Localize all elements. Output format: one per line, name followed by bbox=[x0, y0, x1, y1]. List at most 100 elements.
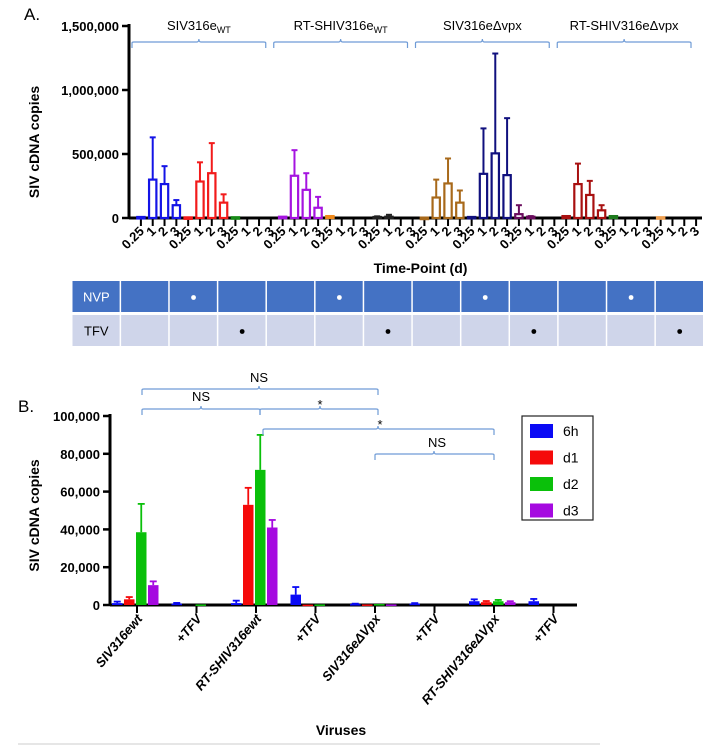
bar-a bbox=[301, 188, 312, 220]
virus-group-bracket bbox=[273, 38, 409, 48]
bar-b-d3 bbox=[267, 527, 278, 605]
x-tick-label-b: +TFV bbox=[411, 610, 444, 645]
bar-b-d1 bbox=[302, 604, 313, 607]
tfv-cell bbox=[461, 315, 509, 346]
significance-label: * bbox=[377, 417, 382, 432]
virus-group-name: RT-SHIV316e bbox=[294, 18, 374, 33]
tfv-cell bbox=[266, 315, 315, 346]
bar-b-d3 bbox=[386, 604, 397, 606]
treatment-mark-dot bbox=[239, 329, 245, 334]
bar-b-6h bbox=[469, 601, 480, 605]
legend-label-d1: d1 bbox=[563, 450, 579, 466]
panel-a-chart: 0 500,000 1,000,000 1,500,000 SIV cDNA copie… bbox=[26, 18, 702, 276]
treatment-table: NVP TFV bbox=[72, 281, 703, 346]
significance-bracket bbox=[141, 405, 261, 415]
bar-a bbox=[384, 215, 394, 220]
y-tick-label-a: 500,000 bbox=[72, 147, 119, 162]
treatment-mark-dot bbox=[336, 295, 342, 300]
treatment-mark-dot bbox=[677, 329, 683, 334]
bar-a bbox=[585, 193, 595, 220]
x-tick-label-b: +TFV bbox=[292, 610, 325, 645]
x-axis-title-a: Time-Point (d) bbox=[374, 260, 468, 276]
bar-a bbox=[419, 216, 430, 221]
y-tick-label-b: 0 bbox=[93, 598, 100, 613]
bar-b-d2 bbox=[195, 604, 206, 606]
y-tick-label-b: 60,000 bbox=[60, 485, 100, 500]
virus-group-subscript: WT bbox=[374, 25, 388, 35]
tfv-cell bbox=[169, 315, 217, 346]
bar-b-d1 bbox=[124, 599, 135, 605]
significance-bracket bbox=[259, 405, 379, 415]
bar-a bbox=[289, 174, 300, 220]
bar-a bbox=[608, 214, 619, 220]
treatment-mark-dot bbox=[385, 329, 391, 334]
virus-group-label: SIV316eWT bbox=[167, 18, 231, 35]
virus-group-subscript: WT bbox=[217, 25, 231, 35]
legend-label-6h: 6h bbox=[563, 423, 579, 439]
virus-group-label: SIV316eΔvpx bbox=[443, 18, 522, 33]
bar-a bbox=[195, 180, 205, 220]
bar-b-6h bbox=[231, 603, 242, 605]
significance-bracket bbox=[262, 425, 495, 435]
bar-a bbox=[596, 209, 607, 220]
panel-b-label: B. bbox=[18, 397, 34, 416]
virus-group-name: SIV316eΔvpx bbox=[443, 18, 522, 33]
tfv-cell bbox=[315, 315, 363, 346]
virus-group-label: RT-SHIV316eΔvpx bbox=[570, 18, 679, 33]
treatment-mark-dot bbox=[531, 329, 537, 334]
bar-b-d2 bbox=[374, 604, 385, 606]
bar-a bbox=[455, 201, 465, 220]
legend-swatch-6h bbox=[530, 424, 553, 438]
bar-a bbox=[159, 182, 170, 220]
bar-b-d2 bbox=[255, 469, 266, 605]
x-tick-label-b: RT-SHIV316ewt bbox=[192, 611, 265, 693]
bar-b-d1 bbox=[362, 604, 373, 606]
bar-a bbox=[313, 206, 323, 220]
bar-b-6h bbox=[409, 603, 420, 606]
legend-label-d3: d3 bbox=[563, 503, 579, 519]
bar-a bbox=[573, 182, 583, 220]
panel-a-label: A. bbox=[24, 5, 40, 24]
y-axis-title-a: SIV cDNA copies bbox=[26, 86, 42, 199]
tfv-cell bbox=[607, 315, 655, 346]
tfv-cell bbox=[558, 315, 606, 346]
x-tick-label-b: SIV316eΔVpx bbox=[319, 611, 384, 684]
legend-swatch-d2 bbox=[530, 477, 553, 491]
bar-b-6h bbox=[350, 604, 361, 606]
treatment-mark-dot bbox=[191, 295, 196, 300]
bar-a bbox=[655, 216, 666, 220]
significance-label: * bbox=[317, 397, 322, 412]
y-tick-label-b: 80,000 bbox=[60, 447, 100, 462]
nvp-cell bbox=[364, 281, 412, 312]
nvp-cell bbox=[218, 281, 266, 312]
legend-swatch-d1 bbox=[530, 450, 553, 465]
bar-a bbox=[230, 216, 241, 220]
bar-b-d2 bbox=[493, 601, 504, 605]
virus-group-name: SIV316e bbox=[167, 18, 217, 33]
treatment-mark-dot bbox=[482, 295, 488, 300]
bar-b-6h bbox=[528, 601, 539, 605]
y-tick-label-a: 0 bbox=[112, 211, 119, 226]
tfv-cell bbox=[412, 315, 460, 346]
y-tick-label-b: 40,000 bbox=[60, 522, 100, 537]
bar-a bbox=[183, 216, 193, 220]
bar-a bbox=[502, 174, 512, 220]
bar-a bbox=[443, 182, 453, 220]
significance-label: NS bbox=[192, 389, 210, 404]
bar-a bbox=[147, 178, 158, 220]
treatment-row-label: TFV bbox=[84, 324, 109, 339]
bar-a bbox=[466, 215, 477, 220]
treatment-row-label: NVP bbox=[83, 290, 110, 305]
virus-group-bracket bbox=[131, 38, 267, 48]
x-tick-label-b: +TFV bbox=[173, 610, 206, 645]
nvp-cell bbox=[510, 281, 558, 312]
bar-a bbox=[325, 214, 335, 220]
significance-bracket bbox=[141, 385, 379, 395]
bar-b-d1 bbox=[481, 602, 492, 605]
bar-b-6h bbox=[290, 594, 301, 605]
legend-swatch-d3 bbox=[530, 503, 553, 518]
x-tick-label-b: SIV316ewt bbox=[92, 611, 145, 670]
significance-label: NS bbox=[428, 435, 446, 450]
tfv-cell bbox=[72, 315, 120, 346]
